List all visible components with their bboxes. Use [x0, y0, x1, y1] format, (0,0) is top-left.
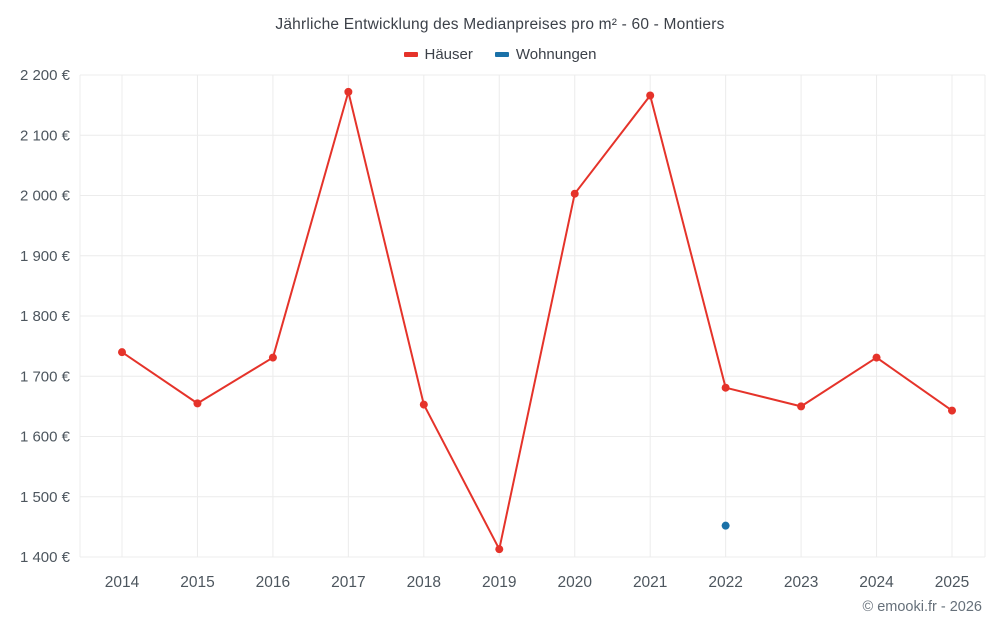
x-tick-label: 2016	[256, 574, 290, 591]
data-point-haeuser[interactable]	[268, 353, 277, 362]
data-point-wohnungen[interactable]	[721, 521, 730, 530]
data-point-haeuser[interactable]	[948, 406, 956, 415]
chart-title: Jährliche Entwicklung des Medianpreises …	[275, 16, 725, 33]
legend-swatch-haeuser	[403, 52, 418, 57]
y-tick-label: 2 100 €	[20, 127, 71, 144]
data-point-haeuser[interactable]	[495, 545, 504, 554]
y-tick-label: 1 500 €	[20, 489, 71, 506]
line-chart: 1 400 € 1 500 € 1 600 € 1 700 € 1 800 € 1 900…	[20, 67, 986, 591]
data-point-haeuser[interactable]	[797, 402, 806, 411]
copyright: © emooki.fr - 2026	[862, 599, 982, 615]
x-tick-label: 2025	[935, 574, 969, 591]
y-tick-label: 1 600 €	[20, 429, 71, 446]
data-point-haeuser[interactable]	[344, 87, 353, 96]
data-point-haeuser[interactable]	[118, 348, 126, 357]
x-tick-label: 2019	[482, 574, 516, 591]
data-point-haeuser[interactable]	[193, 399, 202, 408]
legend-item-haeuser[interactable]: Häuser	[403, 46, 473, 63]
data-point-haeuser[interactable]	[721, 383, 730, 392]
x-tick-label: 2020	[557, 574, 592, 591]
x-tick-label: 2015	[180, 574, 214, 591]
y-tick-label: 2 000 €	[20, 188, 71, 205]
y-tick-label: 1 900 €	[20, 248, 71, 265]
x-tick-label: 2023	[784, 574, 818, 591]
data-point-haeuser[interactable]	[419, 400, 428, 409]
data-point-haeuser[interactable]	[872, 353, 881, 362]
chart-legend: Häuser Wohnungen	[0, 46, 1000, 63]
legend-label-wohnungen: Wohnungen	[515, 46, 597, 63]
y-tick-label: 1 400 €	[20, 549, 71, 566]
legend-swatch-wohnungen	[494, 52, 509, 57]
x-tick-label: 2017	[331, 574, 365, 591]
x-tick-label: 2022	[708, 574, 742, 591]
x-tick-label: 2021	[633, 574, 667, 591]
x-tick-label: 2024	[859, 574, 894, 591]
legend-label-haeuser: Häuser	[424, 46, 473, 63]
legend-item-wohnungen[interactable]: Wohnungen	[494, 46, 597, 63]
x-tick-label: 2018	[407, 574, 441, 591]
y-tick-label: 2 200 €	[20, 67, 71, 84]
data-point-haeuser[interactable]	[646, 91, 655, 100]
x-tick-label: 2014	[105, 574, 140, 591]
y-tick-label: 1 700 €	[20, 368, 71, 385]
y-tick-label: 1 800 €	[20, 308, 71, 325]
data-point-haeuser[interactable]	[570, 189, 579, 198]
